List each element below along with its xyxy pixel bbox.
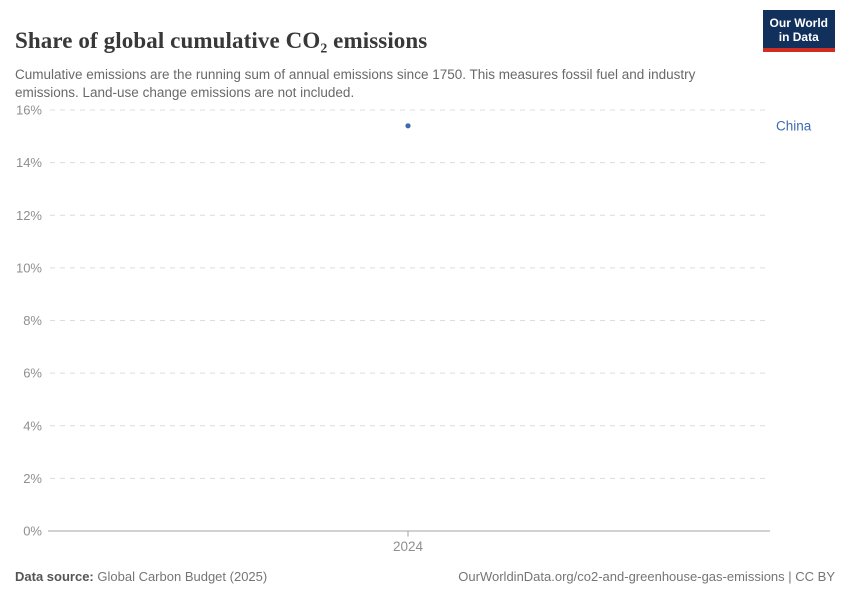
y-tick-label-16%: 16% [16,103,42,118]
y-tick-label-4%: 4% [23,418,42,433]
chart-title: Share of global cumulative CO₂ emissions [15,28,428,54]
owid-logo[interactable]: Our World in Data [762,10,835,52]
attribution-link[interactable]: OurWorldinData.org/co2-and-greenhouse-ga… [458,569,835,584]
data-source-label: Data source: [15,569,94,584]
chart-subtitle: Cumulative emissions are the running sum… [15,66,696,100]
y-tick-label-10%: 10% [16,260,42,275]
owid-logo-line1: Our World [769,16,828,30]
data-point-china[interactable] [405,123,411,129]
y-tick-label-8%: 8% [23,313,42,328]
y-tick-label-0%: 0% [23,524,42,539]
data-source-value[interactable]: Global Carbon Budget (2025) [97,569,268,584]
y-tick-label-12%: 12% [16,208,42,223]
entity-label-china[interactable]: China [776,118,812,133]
y-tick-label-6%: 6% [23,366,42,381]
y-tick-label-2%: 2% [23,471,42,486]
data-source: Data source: Global Carbon Budget (2025) [15,569,267,584]
chart-footer: Data source: Global Carbon Budget (2025)… [15,569,835,584]
owid-logo-line2: in Data [778,30,819,44]
y-tick-label-14%: 14% [16,155,42,170]
x-tick-label: 2024 [393,539,424,554]
